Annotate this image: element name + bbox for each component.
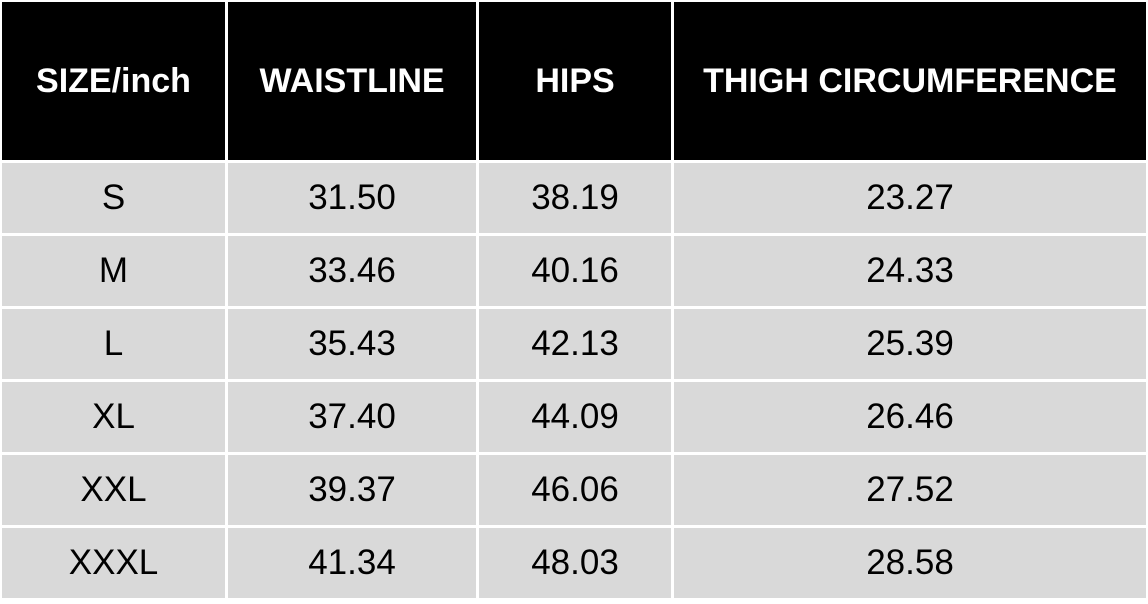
measurement-cell: 39.37 [228, 455, 476, 525]
measurement-cell: 44.09 [479, 382, 671, 452]
size-label: XXXL [2, 528, 225, 598]
measurement-cell: 38.19 [479, 163, 671, 233]
size-label: XL [2, 382, 225, 452]
header-cell: SIZE/inch [2, 2, 225, 160]
measurement-cell: 40.16 [479, 236, 671, 306]
measurement-cell: 35.43 [228, 309, 476, 379]
size-label: XXL [2, 455, 225, 525]
size-label: S [2, 163, 225, 233]
measurement-cell: 48.03 [479, 528, 671, 598]
measurement-cell: 26.46 [674, 382, 1146, 452]
header-cell: THIGH CIRCUMFERENCE [674, 2, 1146, 160]
measurement-cell: 37.40 [228, 382, 476, 452]
measurement-cell: 41.34 [228, 528, 476, 598]
measurement-cell: 25.39 [674, 309, 1146, 379]
size-label: L [2, 309, 225, 379]
header-cell: WAISTLINE [228, 2, 476, 160]
measurement-cell: 42.13 [479, 309, 671, 379]
measurement-cell: 27.52 [674, 455, 1146, 525]
measurement-cell: 31.50 [228, 163, 476, 233]
measurement-cell: 24.33 [674, 236, 1146, 306]
measurement-cell: 33.46 [228, 236, 476, 306]
size-label: M [2, 236, 225, 306]
measurement-cell: 23.27 [674, 163, 1146, 233]
header-cell: HIPS [479, 2, 671, 160]
measurement-cell: 28.58 [674, 528, 1146, 598]
measurement-cell: 46.06 [479, 455, 671, 525]
